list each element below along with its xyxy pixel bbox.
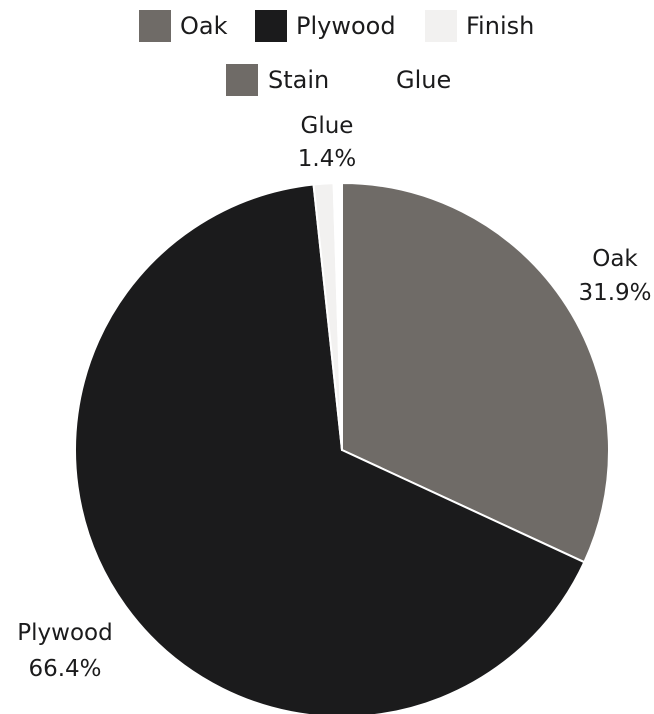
pie-slices bbox=[74, 181, 610, 714]
pie-slice-glue[interactable] bbox=[334, 181, 343, 451]
legend-label-finish: Finish bbox=[466, 12, 534, 40]
pie-slice-plywood[interactable] bbox=[74, 183, 586, 714]
legend-label-stain: Stain bbox=[268, 66, 329, 94]
slice-label-oak-value: 31.9% bbox=[578, 280, 651, 306]
slice-label-plywood-value: 66.4% bbox=[28, 656, 101, 682]
legend-label-plywood: Plywood bbox=[296, 12, 396, 40]
legend-swatch-glue bbox=[354, 64, 386, 96]
legend-label-glue: Glue bbox=[396, 66, 451, 94]
slice-labels: Oak 31.9% Plywood 66.4% Glue 1.4% bbox=[17, 113, 651, 682]
legend-swatch-oak bbox=[139, 10, 171, 42]
slice-label-glue-value: 1.4% bbox=[298, 146, 356, 172]
legend-item-stain[interactable]: Stain bbox=[226, 64, 329, 96]
legend-item-finish[interactable]: Finish bbox=[425, 10, 534, 42]
legend-item-glue[interactable]: Glue bbox=[354, 64, 451, 96]
legend: Oak Plywood Finish Stain Glue bbox=[139, 10, 534, 96]
legend-item-plywood[interactable]: Plywood bbox=[255, 10, 396, 42]
legend-item-oak[interactable]: Oak bbox=[139, 10, 228, 42]
legend-swatch-finish bbox=[425, 10, 457, 42]
slice-label-glue-name: Glue bbox=[301, 113, 354, 139]
slice-label-oak-name: Oak bbox=[592, 246, 638, 272]
pie-slice-oak[interactable] bbox=[341, 182, 610, 564]
legend-swatch-plywood bbox=[255, 10, 287, 42]
legend-swatch-stain bbox=[226, 64, 258, 96]
legend-label-oak: Oak bbox=[180, 12, 228, 40]
slice-label-plywood-name: Plywood bbox=[17, 620, 112, 646]
